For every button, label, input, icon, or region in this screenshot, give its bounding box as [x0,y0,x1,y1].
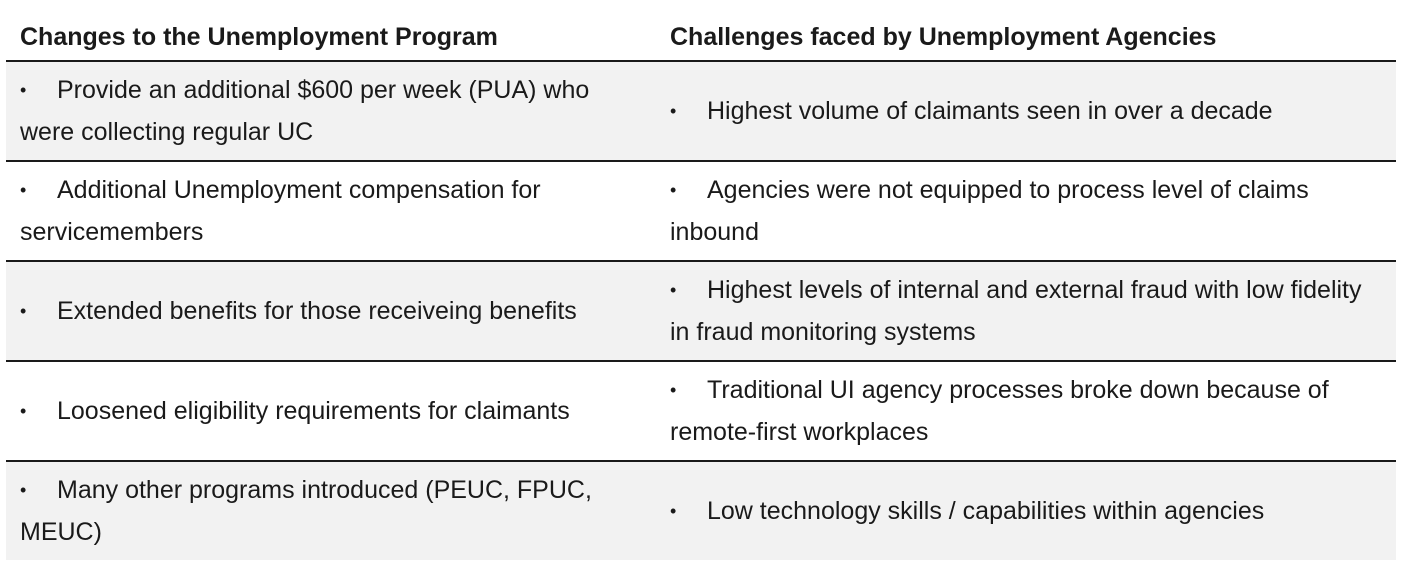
challenge-text: Highest levels of internal and external … [670,276,1362,346]
challenge-cell: • Traditional UI agency processes broke d… [656,361,1396,462]
challenge-cell: • Agencies were not equipped to process l… [656,161,1396,262]
table-header-row: Changes to the Unemployment Program Chal… [6,14,1396,62]
table-row: • Many other programs introduced (PEUC, F… [6,461,1396,560]
change-text: Many other programs introduced (PEUC, FP… [20,476,592,546]
bullet-icon: • [20,480,27,500]
bullet-icon: • [20,401,27,421]
change-cell: • Many other programs introduced (PEUC, F… [6,461,656,560]
column-header-challenges: Challenges faced by Unemployment Agencie… [656,14,1396,62]
bullet-icon: • [20,180,27,200]
table-row: • Loosened eligibility requirements for c… [6,361,1396,462]
change-cell: • Extended benefits for those receiveing … [6,261,656,362]
change-cell: • Provide an additional $600 per week (PU… [6,61,656,162]
challenge-text: Agencies were not equipped to process le… [670,176,1309,246]
change-cell: • Loosened eligibility requirements for c… [6,361,656,462]
bullet-icon: • [20,80,27,100]
challenge-cell: • Highest levels of internal and external… [656,261,1396,362]
comparison-table-container: Changes to the Unemployment Program Chal… [6,14,1396,560]
change-text: Additional Unemployment compensation for… [20,176,541,246]
bullet-icon: • [670,380,677,400]
challenge-text: Traditional UI agency processes broke do… [670,376,1329,446]
challenge-text: Low technology skills / capabilities wit… [707,497,1265,525]
comparison-table: Changes to the Unemployment Program Chal… [6,14,1396,560]
table-row: • Additional Unemployment compensation fo… [6,161,1396,262]
bullet-icon: • [670,101,677,121]
bullet-icon: • [670,180,677,200]
table-row: • Extended benefits for those receiveing … [6,261,1396,362]
challenge-cell: • Highest volume of claimants seen in ove… [656,61,1396,162]
column-header-changes: Changes to the Unemployment Program [6,14,656,62]
bullet-icon: • [670,501,677,521]
change-text: Extended benefits for those receiveing b… [57,297,577,325]
challenge-text: Highest volume of claimants seen in over… [707,97,1273,125]
table-row: • Provide an additional $600 per week (PU… [6,61,1396,162]
bullet-icon: • [20,301,27,321]
change-text: Provide an additional $600 per week (PUA… [20,76,590,146]
change-cell: • Additional Unemployment compensation fo… [6,161,656,262]
change-text: Loosened eligibility requirements for cl… [57,397,570,425]
bullet-icon: • [670,280,677,300]
challenge-cell: • Low technology skills / capabilities wi… [656,461,1396,560]
